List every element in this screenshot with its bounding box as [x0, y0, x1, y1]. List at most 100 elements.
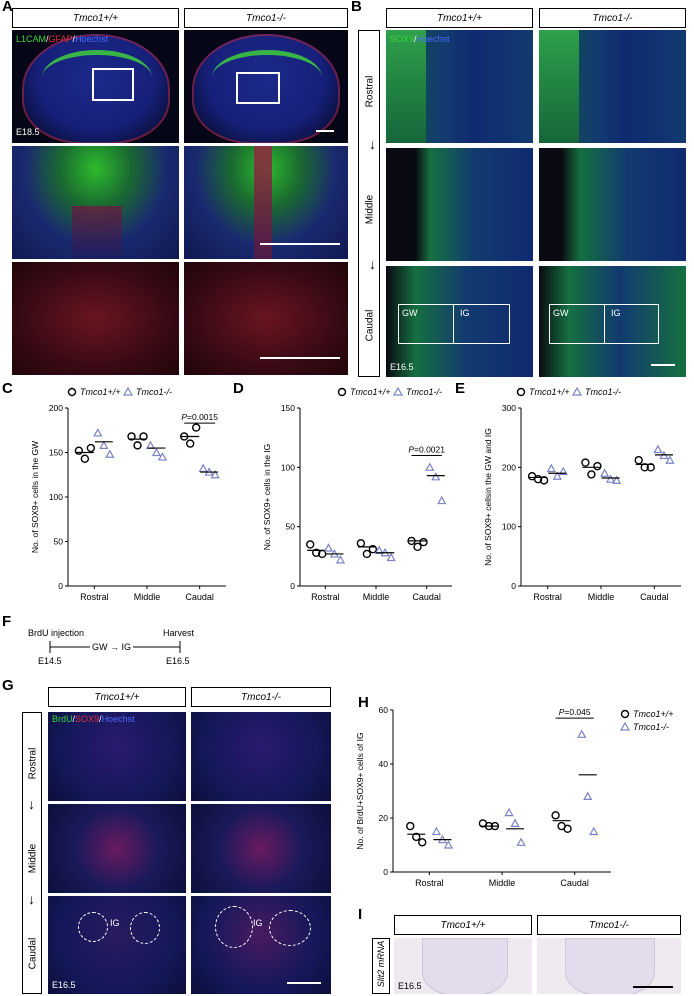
data-point-wt	[533, 474, 543, 484]
ig-box	[454, 304, 510, 344]
data-point-ko	[374, 545, 384, 554]
data-point-ko	[425, 462, 435, 471]
panel-B-image-ko-middle	[539, 148, 686, 261]
data-point-ko	[431, 826, 442, 836]
panel-I-age-label: E16.5	[398, 981, 422, 991]
panel-A-letter: A	[2, 0, 13, 15]
data-point-wt	[406, 821, 415, 831]
ig-outline	[130, 912, 160, 944]
panel-I-header-ko: Tmco1-/-	[537, 915, 681, 935]
legend-wt-marker	[620, 709, 630, 719]
brdu-injection-label: BrdU injection	[28, 628, 85, 638]
legend-ko-label: Tmco1-/-	[585, 387, 621, 397]
data-point-ko	[653, 444, 663, 454]
x-tick-label: Caudal	[412, 592, 441, 602]
panel-G-header-ko: Tmco1-/-	[191, 687, 331, 707]
data-point-wt	[419, 537, 428, 547]
row-label-caudal: Caudal	[364, 309, 376, 342]
panel-G-image-ko-rostral	[191, 712, 331, 801]
legend-wt-label: Tmco1+/+	[529, 387, 570, 397]
y-tick-label: 50	[54, 537, 64, 547]
chart-C: Tmco1+/+ Tmco1-/- 0 50 100 150 200 No. of SOX9+…	[30, 386, 226, 602]
data-point-wt	[587, 470, 596, 479]
panel-A-image-wt-gfap	[12, 262, 179, 375]
arrow-down-icon: ↓	[369, 136, 376, 152]
data-point-ko	[335, 555, 346, 564]
data-point-ko	[583, 791, 593, 800]
legend-ko-marker	[122, 386, 134, 396]
scale-bar	[316, 130, 334, 132]
data-point-wt	[418, 838, 427, 847]
data-point-wt	[593, 461, 602, 471]
harvest-label: Harvest	[163, 628, 195, 638]
y-tick-label: 100	[49, 492, 63, 502]
e165-label: E16.5	[166, 656, 190, 666]
data-point-ko	[504, 807, 514, 817]
data-point-ko	[443, 840, 454, 849]
panel-I-image-wt: E16.5	[394, 938, 532, 994]
data-point-wt	[413, 542, 422, 552]
y-tick-label: 0	[290, 581, 295, 591]
data-point-wt	[133, 441, 142, 450]
y-tick-label: 300	[502, 403, 516, 413]
panel-B-row-labels: Rostral Middle Caudal ↓ ↓	[358, 30, 380, 377]
legend-wt-marker	[337, 387, 347, 397]
panel-G-letter: G	[2, 677, 14, 694]
data-point-ko	[510, 818, 520, 827]
data-point-ko	[605, 474, 616, 483]
legend-wt-marker	[516, 387, 526, 397]
data-point-ko	[552, 471, 562, 480]
chart-E: Tmco1+/+ Tmco1-/- 0 100 200 300 No. of SOX9+ c…	[483, 386, 681, 602]
panel-B-image-wt-rostral: SOX9/Hoechst	[386, 30, 533, 143]
panel-B-image-wt-caudal: GW IG E16.5	[386, 266, 533, 377]
x-tick-label: Rostral	[80, 592, 109, 602]
arrow-down-icon: ↓	[369, 256, 376, 272]
x-tick-label: Rostral	[533, 592, 562, 602]
panel-A-image-wt-zoom	[12, 146, 179, 259]
y-tick-label: 60	[379, 705, 389, 715]
panel-B-header-ko: Tmco1-/-	[539, 8, 686, 28]
legend-wt-label: Tmco1+/+	[80, 387, 121, 397]
panel-G-age-label: E16.5	[52, 980, 76, 990]
data-point-wt	[362, 549, 372, 559]
row-label-middle: Middle	[364, 194, 376, 225]
data-point-wt	[581, 458, 590, 467]
x-tick-label: Rostral	[311, 592, 340, 602]
panel-A-image-wt-overview: L1CAM/GFAP/Hoechst E18.5	[12, 30, 179, 143]
data-point-wt	[139, 432, 148, 441]
panel-A-image-ko-overview	[184, 30, 348, 143]
panel-A-age-label: E18.5	[16, 127, 40, 137]
data-point-wt	[312, 548, 321, 557]
panel-A-header-wt: Tmco1+/+	[12, 8, 179, 28]
legend-wt-label: Tmco1+/+	[350, 387, 391, 397]
data-point-wt	[127, 432, 136, 441]
data-point-wt	[185, 439, 195, 448]
panel-G-image-wt-caudal: IG E16.5	[48, 896, 186, 994]
panel-G-image-ko-middle	[191, 804, 331, 893]
e145-label: E14.5	[38, 656, 62, 666]
y-tick-label: 150	[281, 403, 295, 413]
data-point-ko	[157, 452, 168, 461]
y-axis-label: No. of BrdU+SOX9+ cells of IG	[355, 732, 365, 849]
y-tick-label: 150	[49, 448, 63, 458]
data-point-wt	[86, 443, 96, 453]
panel-F-letter: F	[2, 613, 12, 630]
data-point-wt	[368, 545, 378, 554]
x-tick-label: Rostral	[415, 878, 444, 888]
panel-A-image-ko-zoom	[184, 146, 348, 259]
data-point-ko	[546, 463, 556, 473]
panel-A-image-ko-gfap	[184, 262, 348, 375]
panel-B-image-ko-caudal: GW IG	[539, 266, 686, 377]
x-tick-label: Caudal	[640, 592, 669, 602]
panel-H-letter: H	[358, 694, 369, 711]
panel-A-header-ko: Tmco1-/-	[184, 8, 348, 28]
panel-G-row-labels: Rostral Middle Caudal ↓ ↓	[22, 712, 42, 994]
panel-I-header-wt: Tmco1+/+	[394, 915, 532, 935]
data-point-ko	[599, 468, 610, 477]
panel-I-letter: I	[358, 906, 363, 923]
panel-E-letter: E	[455, 380, 466, 397]
data-point-ko	[145, 440, 156, 449]
ig-outline	[269, 910, 311, 946]
chart-D: Tmco1+/+ Tmco1-/- 0 50 100 150 No. of SOX9+ ce…	[262, 386, 452, 602]
x-tick-label: Middle	[363, 592, 390, 602]
